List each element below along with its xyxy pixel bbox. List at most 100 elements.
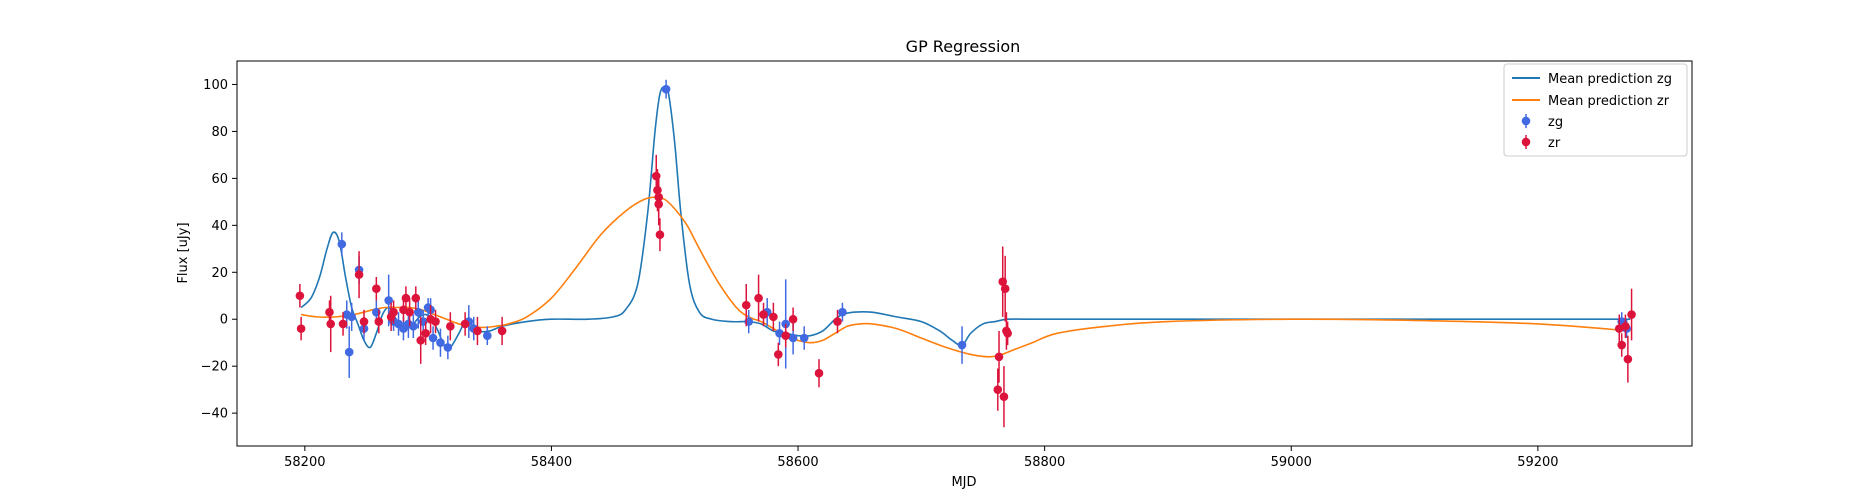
x-tick-label: 58400 xyxy=(531,455,572,470)
zr-point-marker xyxy=(1627,310,1636,319)
zr-point-marker xyxy=(993,385,1003,394)
zg-point xyxy=(347,302,356,331)
zr-point xyxy=(814,359,824,388)
zr-point xyxy=(1617,333,1627,357)
legend-swatch-zg xyxy=(1521,114,1531,128)
zg-point-marker xyxy=(957,340,967,350)
zr-point-marker xyxy=(497,326,507,336)
mean-prediction-lines xyxy=(300,85,1631,358)
zr-point xyxy=(411,286,421,310)
zg-point-marker xyxy=(409,321,418,331)
zr-point xyxy=(460,312,470,336)
zr-point-marker xyxy=(759,310,768,319)
zg-point xyxy=(483,326,492,346)
zr-point-marker xyxy=(1003,329,1012,338)
zr-point xyxy=(401,286,411,310)
zr-point xyxy=(1000,255,1010,322)
zr-point xyxy=(759,302,768,327)
zr-point-marker xyxy=(460,319,470,329)
x-tick-label: 58800 xyxy=(1024,455,1065,470)
zg-point-marker xyxy=(443,343,453,352)
zg-point-marker xyxy=(838,307,847,317)
zg-point xyxy=(428,326,438,350)
zr-point-marker xyxy=(654,199,664,209)
zr-point xyxy=(1003,321,1012,346)
zr-point-marker xyxy=(326,319,336,329)
y-tick-label: 20 xyxy=(211,266,228,281)
zr-point-marker xyxy=(1000,284,1010,294)
zr-point xyxy=(431,309,440,334)
zr-point-marker xyxy=(774,350,783,359)
zr-point-marker xyxy=(1617,340,1627,350)
y-axis: −40 −20 0 20 40 60 80 100 xyxy=(201,78,237,422)
y-tick-label: −40 xyxy=(201,407,228,422)
zr-point xyxy=(1627,288,1636,341)
mean-prediction-zg-line xyxy=(300,85,1631,350)
zr-point-marker xyxy=(416,336,426,345)
zg-point-marker xyxy=(337,239,347,249)
legend-box xyxy=(1503,63,1688,157)
zr-point xyxy=(473,316,482,346)
zr-point xyxy=(774,342,783,367)
zr-point xyxy=(1623,335,1633,383)
zr-point xyxy=(354,251,364,299)
y-tick-label: 40 xyxy=(211,219,228,234)
zg-point xyxy=(443,335,453,360)
zr-point-marker xyxy=(295,291,305,301)
zr-point-marker xyxy=(788,314,798,324)
zr-point-marker xyxy=(374,317,384,326)
plot-area: 58200 58400 58600 58800 59000 59200 −40 −20 0 20… xyxy=(201,60,1693,470)
zr-point-marker xyxy=(999,392,1009,402)
zr-point xyxy=(655,218,665,252)
x-tick-label: 58600 xyxy=(777,455,818,470)
zg-point xyxy=(799,326,809,350)
zr-point-marker xyxy=(741,300,751,310)
zg-point-marker xyxy=(344,347,354,357)
zr-point-marker xyxy=(401,293,411,303)
zg-point xyxy=(838,302,847,322)
x-tick-label: 58200 xyxy=(284,455,325,470)
zr-point-marker xyxy=(781,331,791,340)
x-axis-label: MJD xyxy=(951,475,976,490)
legend-label-mean-zg: Mean prediction zg xyxy=(1548,72,1672,87)
zg-point xyxy=(409,314,418,339)
zg-point-marker xyxy=(413,307,423,317)
zr-point-marker xyxy=(405,307,414,317)
zr-point-marker xyxy=(1623,354,1633,364)
zr-point xyxy=(372,276,381,301)
chart-title: GP Regression xyxy=(906,37,1021,56)
zg-point-marker xyxy=(347,312,356,322)
zr-point-marker xyxy=(754,293,763,303)
zr-point-marker xyxy=(372,284,381,294)
zg-point-marker xyxy=(661,84,671,94)
zr-point xyxy=(781,323,791,348)
zr-point xyxy=(338,312,348,336)
zr-point xyxy=(1621,314,1630,339)
legend: Mean prediction zg Mean prediction zr zg… xyxy=(1503,63,1688,157)
zg-point xyxy=(337,232,347,256)
zr-point-marker xyxy=(769,312,778,322)
mean-prediction-zr-line xyxy=(301,196,1631,358)
zr-point-marker xyxy=(653,185,662,195)
zr-point xyxy=(295,284,305,308)
zr-point-marker xyxy=(296,324,306,333)
x-axis: 58200 58400 58600 58800 59000 59200 xyxy=(284,446,1559,470)
plot-frame xyxy=(236,60,1693,447)
zr-point xyxy=(754,274,763,322)
zr-point xyxy=(497,316,507,346)
zr-point xyxy=(654,183,664,226)
zr-point xyxy=(389,300,398,324)
zg-point-marker xyxy=(384,296,393,305)
zr-point xyxy=(999,366,1009,428)
y-tick-label: 0 xyxy=(220,313,228,328)
zr-point-marker xyxy=(655,230,665,240)
zg-point xyxy=(344,326,354,378)
y-tick-label: 60 xyxy=(211,172,228,187)
zr-point xyxy=(993,368,1003,411)
zr-point-marker xyxy=(446,321,455,331)
zr-point-marker xyxy=(354,270,364,279)
zr-point-marker xyxy=(651,171,661,181)
zr-point xyxy=(374,309,384,334)
zg-point xyxy=(436,328,445,357)
